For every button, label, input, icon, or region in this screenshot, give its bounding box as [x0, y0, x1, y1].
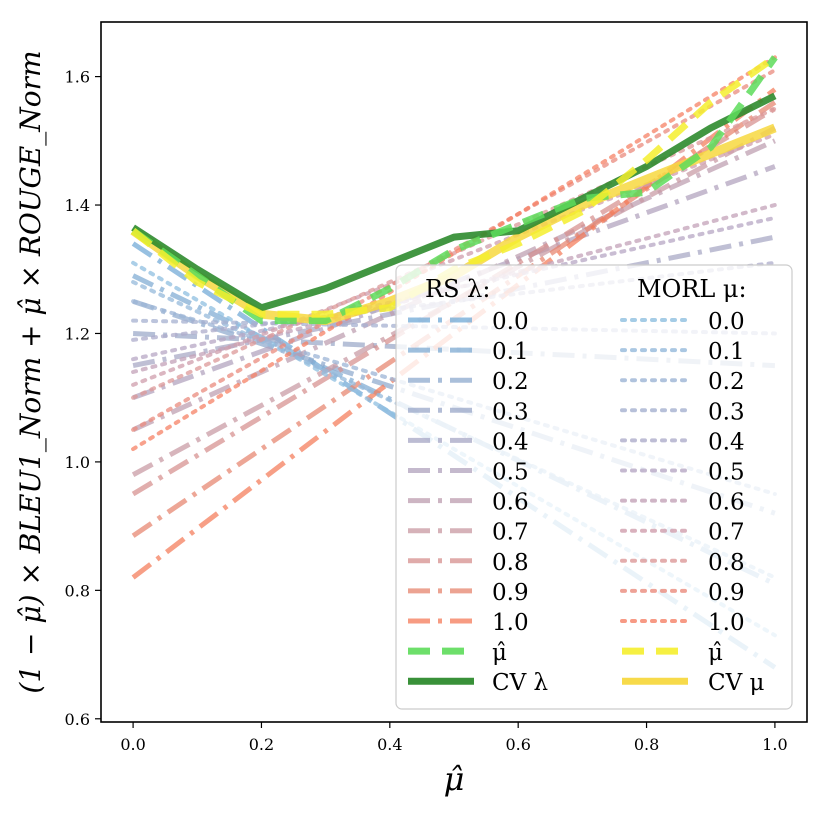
y-tick-label: 1.2: [65, 324, 90, 343]
legend-rs-label: 0.9: [492, 580, 529, 606]
legend-rs-label: 0.5: [492, 460, 529, 486]
legend-morl-label: 0.8: [708, 550, 745, 576]
x-tick-label: 0.6: [505, 735, 530, 754]
y-tick-label: 1.6: [65, 68, 90, 87]
legend-morl-label: μ̂: [708, 640, 723, 666]
legend-morl-label: 0.5: [708, 460, 745, 486]
legend-rs-label: 0.1: [492, 339, 529, 365]
x-tick-label: 0.0: [120, 735, 145, 754]
legend-morl-label: 0.0: [708, 309, 745, 335]
legend-morl-label: 0.1: [708, 339, 745, 365]
x-tick-label: 0.4: [377, 735, 402, 754]
y-tick-label: 0.8: [65, 581, 90, 600]
legend-header-rs: RS λ:: [425, 275, 490, 303]
ticks-layer: 0.0 0.2 0.4 0.6 0.8 1.0 0.6 0.8 1.0 1.2 1.4 1.6: [65, 68, 788, 754]
legend-rs-label: 0.8: [492, 550, 529, 576]
legend-rs-label: CV λ: [492, 670, 548, 696]
rs-line-1.0: [131, 87, 777, 580]
x-tick-label: 0.8: [634, 735, 659, 754]
legend-morl-label: 0.2: [708, 369, 745, 395]
legend-morl-label: 0.6: [708, 490, 745, 516]
legend-rs-label: 0.7: [492, 520, 529, 546]
y-tick-label: 0.6: [65, 710, 90, 729]
legend-box: [395, 264, 793, 710]
legend-morl-label: 1.0: [708, 610, 745, 636]
x-axis-label: μ̂: [444, 760, 465, 798]
plot-frame: [100, 21, 808, 723]
legend-morl-label: 0.7: [708, 520, 745, 546]
legend-header-morl: MORL μ:: [637, 275, 747, 303]
legend-rs-label: 0.2: [492, 369, 529, 395]
legend: RS λ: MORL μ: 0.0 0.1 0.2 0.3 0.4 0.5 0.6 0.7 0.…: [395, 264, 793, 710]
y-tick-label: 1.4: [65, 196, 90, 215]
rs-mu-hat-line: [131, 55, 778, 325]
legend-morl-label: 0.9: [708, 580, 745, 606]
legend-morl-label: 0.3: [708, 399, 745, 425]
legend-rs-label: 0.6: [492, 490, 529, 516]
y-tick-label: 1.0: [65, 453, 90, 472]
legend-rs-label: μ̂: [492, 640, 507, 666]
legend-rs-label: 1.0: [492, 610, 529, 636]
y-axis-label: (1 − μ̂) × BLEU1_Norm + μ̂ × ROUGE_Norm: [14, 50, 47, 693]
rs-line-0.7: [131, 125, 777, 477]
legend-rs-label: 0.3: [492, 399, 529, 425]
legend-rs-label: 0.0: [492, 309, 529, 335]
cv-lambda-line: [131, 92, 777, 312]
legend-rs-label: 0.4: [492, 429, 529, 455]
legend-morl-label: 0.4: [708, 429, 745, 455]
legend-morl-label: CV μ: [708, 670, 765, 696]
morl-line-0.9: [131, 68, 777, 432]
morl-line-0.8: [131, 106, 777, 400]
x-tick-label: 1.0: [762, 735, 787, 754]
x-tick-label: 0.2: [249, 735, 274, 754]
